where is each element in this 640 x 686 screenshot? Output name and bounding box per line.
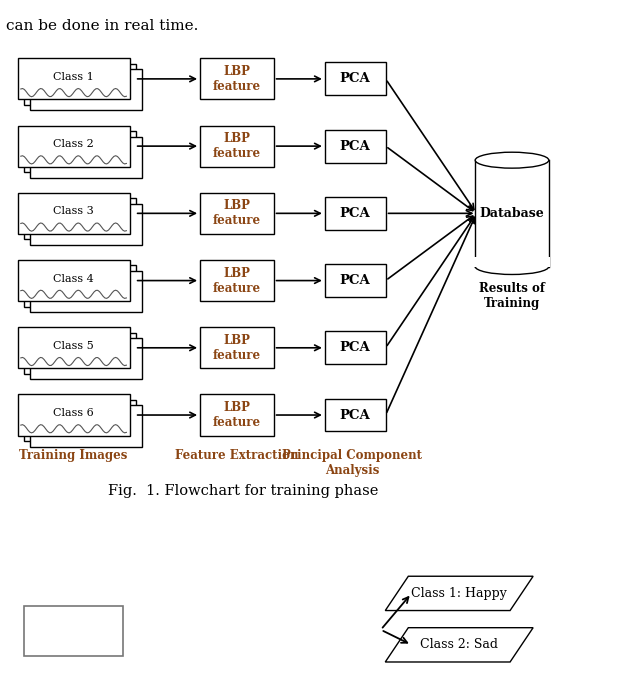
Text: Class 2: Class 2 [53, 139, 94, 149]
Bar [325, 399, 385, 431]
Bar [18, 327, 130, 368]
Bar [31, 69, 143, 110]
Text: PCA: PCA [340, 409, 371, 421]
Bar [24, 131, 136, 172]
Bar [325, 130, 385, 163]
Ellipse shape [475, 152, 548, 168]
Text: PCA: PCA [340, 207, 371, 220]
Bar [31, 271, 143, 312]
Bar [325, 62, 385, 95]
Text: Class 3: Class 3 [53, 206, 94, 216]
Bar [18, 58, 130, 99]
Bar [200, 394, 274, 436]
Text: LBP
feature: LBP feature [212, 132, 261, 160]
Bar [325, 331, 385, 364]
Text: Camera: Camera [49, 625, 99, 637]
Text: PCA: PCA [340, 342, 371, 354]
Text: LBP
feature: LBP feature [212, 267, 261, 294]
Bar [200, 193, 274, 234]
Text: Feature Extraction: Feature Extraction [175, 449, 298, 462]
Bar [24, 198, 136, 239]
Bar [18, 126, 130, 167]
Bar [24, 400, 136, 441]
Text: Database: Database [479, 207, 545, 220]
Polygon shape [385, 628, 533, 662]
Text: PCA: PCA [340, 140, 371, 152]
Text: LBP
feature: LBP feature [212, 401, 261, 429]
Bar [31, 338, 143, 379]
Text: Class 1: Happy: Class 1: Happy [412, 587, 507, 600]
Bar [18, 193, 130, 234]
Bar [31, 405, 143, 447]
Text: Class 4: Class 4 [53, 274, 94, 283]
Bar [325, 264, 385, 297]
Text: Fig.  1. Flowchart for training phase: Fig. 1. Flowchart for training phase [108, 484, 378, 497]
Text: Principal Component
Analysis: Principal Component Analysis [282, 449, 422, 477]
Text: LBP
feature: LBP feature [212, 334, 261, 362]
Bar [200, 260, 274, 301]
Bar [325, 197, 385, 230]
Text: Training Images: Training Images [19, 449, 128, 462]
Bar [31, 204, 143, 245]
Bar [474, 257, 550, 266]
Text: PCA: PCA [340, 274, 371, 287]
Text: Results of
Training: Results of Training [479, 281, 545, 309]
Bar [18, 260, 130, 301]
Text: Class 2: Sad: Class 2: Sad [420, 639, 498, 651]
Bar [24, 64, 136, 105]
Bar [31, 137, 143, 178]
Text: Class 1: Class 1 [53, 72, 94, 82]
Text: LBP
feature: LBP feature [212, 65, 261, 93]
Text: LBP
feature: LBP feature [212, 200, 261, 227]
Bar [24, 333, 136, 374]
Bar [24, 265, 136, 307]
Bar [24, 606, 123, 656]
Text: Class 6: Class 6 [53, 408, 94, 418]
Text: Class 5: Class 5 [53, 341, 94, 351]
Text: can be done in real time.: can be done in real time. [6, 19, 199, 33]
Polygon shape [385, 576, 533, 611]
Ellipse shape [475, 259, 548, 274]
Bar [18, 394, 130, 436]
Bar [200, 327, 274, 368]
Bar [200, 58, 274, 99]
Bar [476, 160, 549, 266]
Bar [200, 126, 274, 167]
Text: PCA: PCA [340, 73, 371, 85]
